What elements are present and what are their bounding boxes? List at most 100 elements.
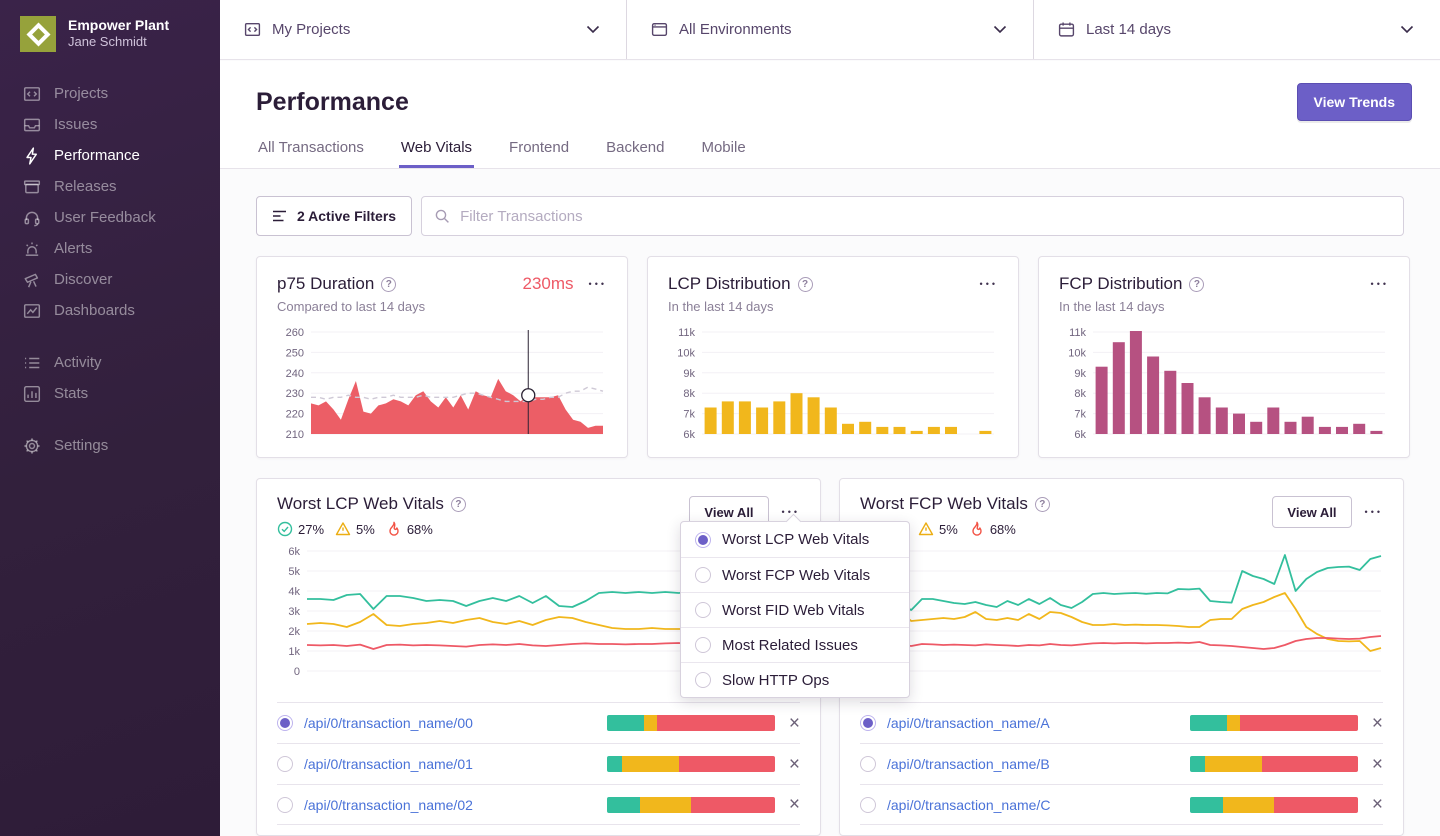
transaction-list: /api/0/transaction_name/A × /api/0/trans…: [860, 702, 1383, 825]
view-trends-button[interactable]: View Trends: [1296, 83, 1412, 121]
overflow-menu-icon[interactable]: •••: [1364, 507, 1383, 517]
performance-icon: [26, 146, 38, 165]
transaction-link[interactable]: /api/0/transaction_name/B: [887, 756, 1050, 772]
close-icon[interactable]: ×: [788, 712, 800, 734]
tab-web-vitals[interactable]: Web Vitals: [399, 137, 474, 168]
svg-text:7k: 7k: [683, 409, 695, 421]
warning-triangle-icon: [335, 522, 351, 536]
transaction-radio[interactable]: [860, 756, 876, 772]
sidebar-item-alerts[interactable]: Alerts: [0, 233, 220, 264]
active-filters-button[interactable]: 2 Active Filters: [256, 196, 413, 236]
transaction-radio[interactable]: [277, 796, 293, 813]
card-title: LCP Distribution: [668, 274, 791, 293]
page-header: Performance View Trends All Transactions…: [220, 61, 1440, 169]
close-icon[interactable]: ×: [1371, 712, 1383, 734]
close-icon[interactable]: ×: [788, 794, 800, 815]
sidebar-item-activity[interactable]: Activity: [0, 347, 220, 378]
p75-current-value: 230ms: [522, 274, 574, 293]
search-icon: [435, 209, 449, 223]
sidebar: Empower Plant Jane Schmidt Projects Issu…: [0, 0, 220, 836]
sidebar-item-issues[interactable]: Issues: [0, 109, 220, 140]
search-input[interactable]: [421, 196, 1404, 236]
transaction-row: /api/0/transaction_name/A ×: [860, 702, 1383, 743]
svg-text:0: 0: [294, 666, 300, 678]
chevron-down-icon: [1400, 25, 1414, 34]
vitals-selector-menu: Worst LCP Web Vitals Worst FCP Web Vital…: [680, 513, 910, 698]
transaction-link[interactable]: /api/0/transaction_name/C: [887, 796, 1051, 813]
card-subtitle: Compared to last 14 days: [277, 299, 426, 314]
overflow-menu-icon[interactable]: •••: [1370, 279, 1389, 289]
meh-vitals-badge: 5%: [335, 521, 375, 537]
svg-text:240: 240: [286, 368, 304, 380]
environment-filter-dropdown[interactable]: All Environments: [626, 0, 1033, 59]
close-icon[interactable]: ×: [1371, 794, 1383, 815]
worst-fcp-web-vitals-card: Worst FCP Web Vitals ? 27% 5%: [839, 478, 1404, 836]
close-icon[interactable]: ×: [788, 753, 800, 775]
poor-vitals-badge: 68%: [969, 521, 1016, 537]
sidebar-item-performance[interactable]: Performance: [0, 140, 220, 171]
sidebar-item-projects[interactable]: Projects: [0, 78, 220, 109]
transaction-link[interactable]: /api/0/transaction_name/01: [304, 756, 473, 772]
sidebar-item-dashboards[interactable]: Dashboards: [0, 295, 220, 326]
dashboards-icon: [23, 303, 41, 318]
menu-item-worst-lcp[interactable]: Worst LCP Web Vitals: [681, 522, 909, 557]
org-switcher[interactable]: Empower Plant Jane Schmidt: [0, 0, 220, 52]
fcp-distribution-card: FCP Distribution ? ••• In the last 14 da…: [1038, 256, 1410, 458]
p75-duration-chart[interactable]: 260 250 240 230 220 210: [277, 324, 607, 442]
view-all-button[interactable]: View All: [1272, 496, 1352, 528]
global-filter-bar: My Projects All Environments Last 14 day…: [220, 0, 1440, 60]
transaction-link[interactable]: /api/0/transaction_name/00: [304, 715, 473, 731]
flame-icon: [972, 521, 982, 536]
lcp-distribution-chart[interactable]: 11k 10k 9k 8k 7k 6k: [668, 324, 998, 442]
overflow-menu-icon[interactable]: •••: [588, 279, 607, 289]
help-icon[interactable]: ?: [381, 276, 397, 292]
transaction-link[interactable]: /api/0/transaction_name/A: [887, 715, 1050, 731]
sidebar-item-discover[interactable]: Discover: [0, 264, 220, 295]
filter-icon: [273, 210, 286, 222]
sidebar-item-user-feedback[interactable]: User Feedback: [0, 202, 220, 233]
menu-item-worst-fcp[interactable]: Worst FCP Web Vitals: [681, 557, 909, 592]
p75-duration-card: p75 Duration ? 230ms ••• Compared to las…: [256, 256, 628, 458]
tab-mobile[interactable]: Mobile: [701, 139, 746, 156]
environment-icon: [651, 22, 668, 37]
vitals-distribution-bar: [1189, 756, 1358, 772]
sidebar-item-label: Alerts: [54, 240, 93, 257]
transaction-row: /api/0/transaction_name/C ×: [860, 784, 1383, 825]
project-filter-dropdown[interactable]: My Projects: [220, 0, 626, 59]
menu-item-slow-http-ops[interactable]: Slow HTTP Ops: [681, 662, 909, 697]
alerts-icon: [25, 241, 39, 256]
svg-text:260: 260: [286, 327, 304, 339]
menu-item-most-related-issues[interactable]: Most Related Issues: [681, 627, 909, 662]
sidebar-item-label: Discover: [54, 271, 113, 288]
help-icon[interactable]: ?: [1034, 496, 1050, 512]
transaction-radio[interactable]: [860, 715, 876, 731]
vitals-distribution-bar: [606, 756, 775, 772]
menu-item-worst-fid[interactable]: Worst FID Web Vitals: [681, 592, 909, 627]
card-title: FCP Distribution: [1059, 274, 1183, 293]
tab-all-transactions[interactable]: All Transactions: [258, 139, 364, 156]
svg-text:210: 210: [286, 429, 304, 441]
help-icon[interactable]: ?: [1189, 276, 1205, 292]
tab-frontend[interactable]: Frontend: [509, 139, 570, 156]
svg-text:10k: 10k: [1068, 347, 1086, 359]
tab-backend[interactable]: Backend: [606, 139, 665, 156]
flame-icon: [389, 521, 399, 536]
fcp-distribution-chart[interactable]: 11k 10k 9k 8k 7k 6k: [1059, 324, 1389, 442]
help-icon[interactable]: ?: [797, 276, 813, 292]
svg-text:5k: 5k: [288, 566, 300, 578]
transaction-radio[interactable]: [277, 715, 293, 731]
sidebar-item-settings[interactable]: Settings: [0, 430, 220, 461]
transaction-radio[interactable]: [277, 756, 293, 772]
date-range-dropdown[interactable]: Last 14 days: [1033, 0, 1440, 59]
sidebar-item-releases[interactable]: Releases: [0, 171, 220, 202]
transaction-radio[interactable]: [860, 796, 876, 813]
close-icon[interactable]: ×: [1371, 753, 1383, 775]
sidebar-item-stats[interactable]: Stats: [0, 378, 220, 409]
discover-icon: [24, 273, 39, 287]
overflow-menu-icon[interactable]: •••: [781, 507, 800, 517]
overflow-menu-icon[interactable]: •••: [979, 279, 998, 289]
help-icon[interactable]: ?: [450, 496, 466, 512]
transaction-link[interactable]: /api/0/transaction_name/02: [304, 796, 473, 813]
